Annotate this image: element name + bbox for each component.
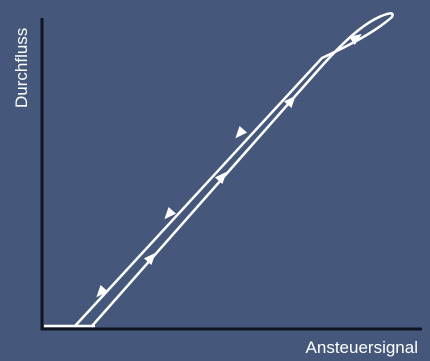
x-axis-label: Ansteuersignal	[305, 338, 418, 357]
arrow-up-3	[283, 95, 296, 109]
hysteresis-loop	[73, 12, 394, 328]
arrow-up-2	[214, 171, 227, 185]
arrow-up-1	[143, 252, 156, 266]
arrow-down-3	[96, 284, 109, 298]
arrow-down-1	[235, 125, 248, 139]
arrow-down-2	[164, 206, 177, 220]
arrow-up-top	[349, 33, 362, 45]
y-axis-label: Durchfluss	[12, 27, 31, 109]
